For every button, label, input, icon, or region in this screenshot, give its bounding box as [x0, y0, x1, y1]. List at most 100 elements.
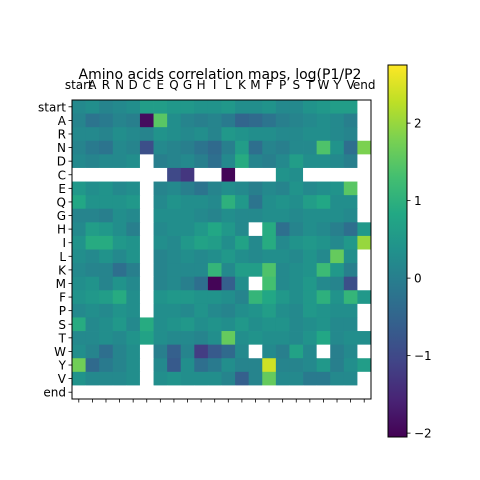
heatmap-cell — [330, 222, 345, 237]
heatmap-cell — [112, 331, 127, 346]
heatmap-cell — [343, 222, 358, 237]
heatmap-cell — [99, 181, 114, 196]
heatmap-cell — [99, 100, 114, 114]
heatmap-cell — [72, 385, 86, 400]
heatmap-cell — [167, 167, 182, 182]
heatmap-cell — [72, 344, 86, 359]
heatmap-cell — [235, 154, 250, 169]
colorbar-tick-label: 1 — [414, 194, 422, 208]
heatmap-cell — [139, 235, 154, 250]
heatmap-cell — [275, 317, 290, 332]
heatmap-cell — [303, 195, 318, 210]
heatmap-cell — [303, 303, 318, 318]
heatmap-cell — [289, 276, 304, 291]
heatmap-cell — [112, 195, 127, 210]
heatmap-cell — [316, 249, 331, 264]
heatmap-cell — [126, 195, 141, 210]
row-label: N — [57, 141, 66, 155]
row-label: R — [58, 127, 66, 141]
heatmap-cell — [262, 344, 277, 359]
heatmap-cell — [99, 140, 114, 155]
heatmap-cell — [248, 208, 263, 223]
heatmap-cell — [194, 249, 209, 264]
heatmap-cell — [167, 249, 182, 264]
heatmap-cell — [262, 127, 277, 142]
heatmap-cell — [167, 303, 182, 318]
heatmap-cell — [207, 140, 222, 155]
heatmap-cell — [139, 195, 154, 210]
heatmap-cell — [275, 140, 290, 155]
heatmap-cell — [180, 317, 195, 332]
heatmap-cell — [262, 208, 277, 223]
heatmap-cell — [85, 303, 100, 318]
heatmap-cell — [139, 303, 154, 318]
heatmap-cell — [99, 317, 114, 332]
heatmap-cell — [357, 344, 372, 359]
heatmap-cell — [262, 113, 277, 128]
heatmap-cell — [275, 127, 290, 142]
heatmap-cell — [235, 371, 250, 386]
heatmap-cell — [262, 154, 277, 169]
heatmap-cell — [180, 167, 195, 182]
heatmap-cell — [248, 303, 263, 318]
heatmap-cell — [316, 331, 331, 346]
heatmap-cell — [343, 208, 358, 223]
heatmap-cell — [303, 344, 318, 359]
heatmap-cell — [126, 140, 141, 155]
heatmap-cell — [330, 140, 345, 155]
heatmap-cell — [330, 371, 345, 386]
heatmap-cell — [262, 276, 277, 291]
heatmap-cell — [112, 263, 127, 278]
column-label: G — [183, 78, 192, 92]
heatmap-cell — [167, 344, 182, 359]
heatmap-cell — [248, 290, 263, 305]
heatmap-cell — [139, 140, 154, 155]
heatmap-cell — [316, 276, 331, 291]
heatmap-cell — [112, 167, 127, 182]
heatmap-cell — [235, 208, 250, 223]
heatmap-cell — [194, 100, 209, 114]
heatmap-cell — [303, 208, 318, 223]
heatmap-cell — [221, 358, 236, 373]
heatmap-cell — [221, 167, 236, 182]
column-label: T — [305, 78, 314, 92]
heatmap-cell — [167, 154, 182, 169]
heatmap-cell — [207, 276, 222, 291]
heatmap-cell — [303, 317, 318, 332]
heatmap-cell — [85, 154, 100, 169]
heatmap-cell — [167, 181, 182, 196]
heatmap-cell — [126, 344, 141, 359]
heatmap-cell — [248, 331, 263, 346]
heatmap-cell — [343, 100, 358, 114]
heatmap-cell — [357, 167, 372, 182]
heatmap-cell — [207, 249, 222, 264]
heatmap-cell — [330, 167, 345, 182]
heatmap-cell — [357, 358, 372, 373]
heatmap-cell — [289, 140, 304, 155]
heatmap-cell — [126, 113, 141, 128]
heatmap-cell — [289, 181, 304, 196]
heatmap-cell — [316, 181, 331, 196]
heatmap-cell — [248, 385, 263, 400]
column-label: V — [347, 78, 356, 92]
heatmap-cell — [235, 303, 250, 318]
heatmap-cell — [194, 263, 209, 278]
heatmap-cell — [207, 127, 222, 142]
heatmap-cell — [194, 154, 209, 169]
heatmap-cell — [180, 303, 195, 318]
column-label: N — [115, 78, 124, 92]
column-label: S — [292, 78, 300, 92]
heatmap-cell — [357, 371, 372, 386]
heatmap-cell — [72, 181, 86, 196]
heatmap-cell — [248, 154, 263, 169]
heatmap-cell — [180, 235, 195, 250]
heatmap-cell — [180, 371, 195, 386]
heatmap-cell — [167, 222, 182, 237]
heatmap-cell — [357, 290, 372, 305]
column-label: F — [266, 78, 273, 92]
heatmap-cell — [316, 263, 331, 278]
heatmap-cell — [343, 263, 358, 278]
heatmap-cell — [99, 167, 114, 182]
heatmap-cell — [72, 222, 86, 237]
